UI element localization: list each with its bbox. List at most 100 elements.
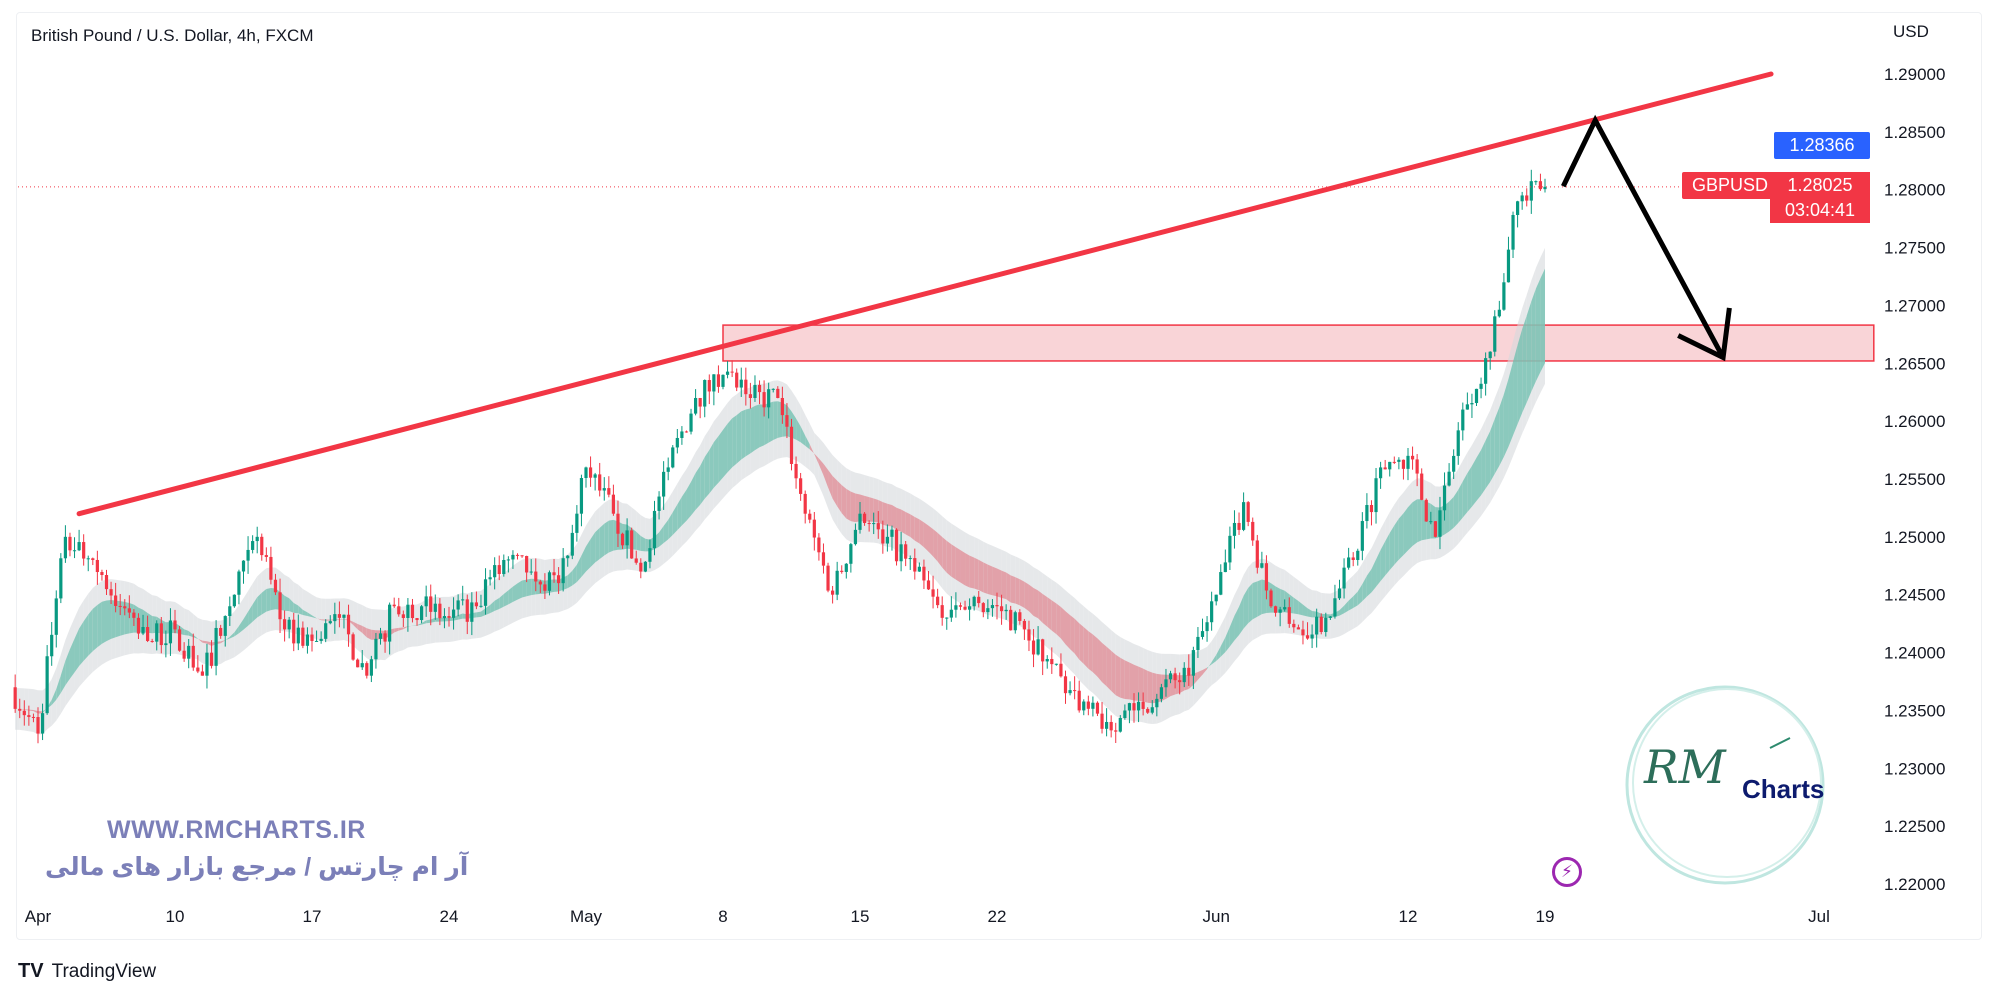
ma-ribbon (741, 409, 746, 460)
ma-ribbon (353, 621, 358, 630)
candle-body (579, 478, 584, 514)
candle-body (1324, 617, 1328, 633)
candle-body (561, 558, 565, 584)
ma-envelope (197, 617, 203, 664)
ma-ribbon (430, 617, 436, 623)
candle-body (1438, 510, 1442, 537)
candle-body (1086, 701, 1090, 709)
ma-ribbon (339, 619, 344, 620)
candle-body (1219, 572, 1223, 595)
candle-body (844, 563, 848, 572)
candle-body (904, 544, 908, 559)
candle-body (1465, 404, 1469, 410)
candle-body (1452, 455, 1456, 472)
chart-title: British Pound / U.S. Dollar, 4h, FXCM (31, 26, 314, 45)
ma-ribbon (663, 519, 669, 544)
ma-ribbon (1513, 344, 1518, 436)
price-tick: 1.26500 (1884, 354, 1945, 373)
candle-body (319, 638, 323, 641)
ma-ribbon (1522, 315, 1527, 413)
candle-body (602, 488, 606, 491)
ma-ribbon (38, 711, 43, 714)
candle-body (639, 562, 643, 572)
ma-ribbon (403, 626, 408, 630)
candle-body (1356, 550, 1360, 560)
ma-ribbon (1220, 637, 1226, 657)
candle-body (109, 589, 113, 596)
candle-body (342, 614, 346, 618)
time-tick: 10 (166, 907, 185, 926)
logo-text: Charts (1742, 774, 1825, 804)
ma-ribbon (444, 617, 449, 622)
candle-body (657, 496, 661, 511)
candle-body (525, 556, 529, 573)
ma-ribbon (435, 617, 440, 622)
candle-body (1374, 478, 1378, 513)
candle-body (273, 579, 278, 593)
candle-body (100, 572, 104, 575)
candle-body (1127, 703, 1132, 711)
candle-body (479, 605, 483, 607)
candle-body (470, 602, 474, 622)
tradingview-brand[interactable]: TV TradingView (18, 960, 156, 983)
candle-body (314, 640, 319, 642)
ma-ribbon (1056, 603, 1061, 639)
candle-body (607, 488, 611, 495)
candle-body (652, 510, 657, 549)
candle-body (1333, 598, 1337, 617)
ma-ribbon (1038, 590, 1043, 623)
ma-ribbon (1385, 532, 1390, 576)
candle-body (13, 687, 17, 709)
candle-body (812, 519, 816, 538)
ma-ribbon (289, 598, 294, 613)
candle-body (223, 616, 227, 636)
candle-body (31, 716, 36, 718)
ma-ribbon (69, 638, 75, 679)
candle-body (63, 536, 67, 559)
candle-body (1319, 616, 1323, 633)
candle-body (77, 542, 81, 551)
candle-body (191, 645, 195, 668)
candle-body (785, 415, 789, 427)
time-tick: Apr (25, 907, 52, 926)
ma-ribbon (672, 504, 678, 535)
ma-ribbon (238, 619, 244, 634)
lightning-icon[interactable]: ⚡ (1552, 857, 1582, 887)
ma-ribbon (476, 611, 481, 618)
candle-body (598, 474, 602, 491)
candle-body (1406, 455, 1410, 469)
ma-ribbon (992, 566, 997, 597)
candle-body (936, 596, 940, 606)
candle-body (1246, 502, 1250, 522)
candle-body (1168, 673, 1173, 680)
candle-body (972, 596, 976, 607)
candle-body (716, 374, 721, 387)
ma-ribbon (316, 618, 322, 621)
ma-ribbon (508, 586, 513, 605)
ma-ribbon (252, 597, 258, 622)
candle-body (1502, 282, 1506, 310)
candle-body (187, 645, 191, 659)
tradingview-label: TradingView (51, 960, 157, 982)
ma-ribbon (1371, 559, 1377, 593)
candle-body (1461, 409, 1465, 431)
ma-ribbon (407, 625, 413, 627)
ma-ribbon (1147, 670, 1153, 704)
ma-ribbon (955, 547, 961, 583)
candle-body (205, 652, 209, 676)
candle-body (529, 571, 533, 573)
ma-ribbon (1398, 513, 1404, 560)
candle-body (1534, 181, 1538, 183)
ma-ribbon (1088, 631, 1093, 673)
ma-ribbon (1257, 579, 1262, 617)
candle-body (1525, 195, 1529, 201)
time-tick: 8 (718, 907, 727, 926)
arrow-head-icon (1677, 307, 1732, 362)
ma-ribbon (891, 505, 897, 531)
candle-body (1479, 383, 1483, 389)
ma-ribbon (225, 636, 230, 641)
candle-body (1255, 540, 1259, 568)
ma-ribbon (727, 418, 733, 473)
ma-ribbon (398, 627, 404, 631)
